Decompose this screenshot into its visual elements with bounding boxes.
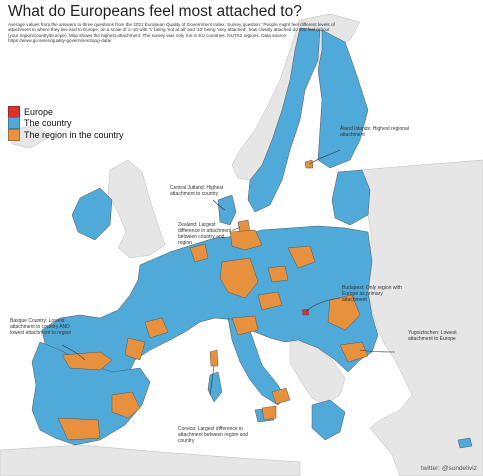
cyprus-shape (457, 437, 473, 449)
spain-east-region-shape (111, 391, 141, 419)
corsica-shape (209, 349, 219, 367)
germany-south-region-shape (219, 257, 259, 299)
italy-north-region-shape (231, 315, 259, 336)
africa-shape (0, 444, 301, 476)
annotation-basque: Basque Country: Lowest attachment to cou… (10, 318, 72, 336)
legend-item-europe: Europe (8, 105, 124, 118)
annotation-leaders (61, 149, 396, 396)
legend-label-region: The region in the country (24, 129, 124, 140)
sweden-shape (247, 27, 321, 213)
netherlands-region-shape (189, 243, 209, 263)
germany-north-region-shape (229, 229, 263, 251)
budapest-leader (305, 297, 341, 313)
baltics-shape (331, 169, 371, 226)
spain-south-region-shape (57, 417, 101, 441)
annotation-corsica: Corsica: Largest difference in attachmen… (178, 426, 249, 444)
italy-south-region-shape (271, 387, 291, 405)
balkans-shape (289, 339, 346, 406)
legend-label-europe: Europe (24, 106, 54, 117)
annotation-zealand: Zealand: Largest difference in attachmen… (178, 222, 232, 246)
romania-region-shape (327, 294, 361, 331)
map-subtitle: Average values from the answers to three… (8, 22, 335, 44)
finland-shape (317, 29, 369, 169)
poland-region-shape (287, 245, 316, 269)
sardinia-shape (207, 371, 223, 403)
greece-shape (311, 399, 346, 441)
legend-swatch-country (8, 117, 20, 129)
basque-leader (61, 344, 86, 361)
sicily-region-shape (261, 405, 277, 421)
central-jutland-leader (212, 199, 226, 211)
aland-shape (304, 159, 314, 169)
annotation-yugoiztochen: Yugoiztochen: Lowest attachment to Europ… (408, 330, 457, 342)
legend-item-country: The country (8, 117, 124, 129)
map-title: What do Europeans feel most attached to? (8, 3, 302, 20)
ireland-shape (71, 187, 113, 241)
yugoiztochen-leader (359, 349, 396, 353)
denmark-shape (217, 194, 237, 226)
legend: Europe The country The region in the cou… (8, 105, 124, 141)
annotation-aland: Åland Islands: Highest regional attachme… (340, 126, 409, 138)
annotation-budapest: Budapest: Only region with Europe as pri… (342, 285, 402, 303)
legend-swatch-region (8, 128, 20, 141)
france-region-shape-1 (144, 317, 169, 339)
uk-shape (107, 159, 166, 259)
legend-swatch-europe (8, 105, 20, 118)
legend-item-region: The region in the country (8, 128, 124, 141)
corsica-leader (209, 365, 215, 396)
spain-north-region-shape (61, 351, 113, 371)
aland-leader (309, 149, 341, 165)
legend-label-country: The country (24, 118, 72, 128)
credit: twitter: @sundeliviz (420, 465, 477, 472)
annotation-central-jutland: Central Jutland: Highest attachment to c… (170, 185, 224, 197)
east-shape (359, 159, 483, 476)
eu-region-regions (57, 159, 369, 441)
france-region-shape-2 (124, 337, 146, 361)
bulgaria-region-shape (339, 341, 369, 363)
austria-region-shape (257, 291, 283, 311)
czech-region-shape (267, 265, 289, 283)
zealand-leader (231, 226, 241, 231)
